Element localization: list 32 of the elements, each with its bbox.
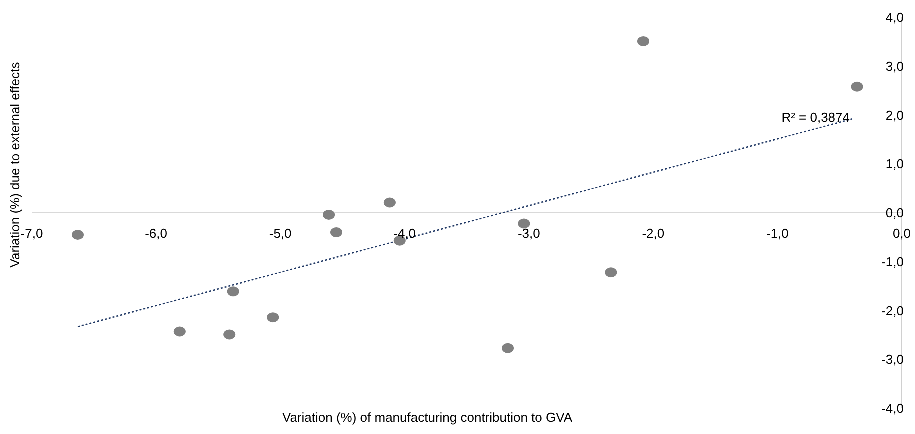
y-tick-label: 1,0 xyxy=(886,156,904,172)
point xyxy=(224,330,236,340)
point xyxy=(384,198,396,208)
point xyxy=(637,36,650,46)
x-tick-label: -3,0 xyxy=(518,226,540,241)
y-tick-label: -1,0 xyxy=(882,254,904,270)
y-tick-label: 3,0 xyxy=(886,58,904,74)
y-tick-label: 0,0 xyxy=(886,206,904,220)
point xyxy=(174,326,186,337)
x-tick-label: -7,0 xyxy=(20,226,44,241)
point xyxy=(323,210,336,220)
annotation: R² = 0,3874 xyxy=(782,110,850,125)
point xyxy=(72,230,84,240)
y-tick-label: 4,0 xyxy=(886,10,904,25)
x-tick-label: -6,0 xyxy=(145,226,168,241)
point xyxy=(330,228,342,238)
point xyxy=(518,218,530,229)
y-tick-label: -4,0 xyxy=(882,401,904,416)
x-tick-label: -5,0 xyxy=(269,226,292,241)
y-tick-label: 2,0 xyxy=(886,108,904,123)
point xyxy=(502,343,514,354)
point xyxy=(851,82,864,92)
x-tick-label: -4,0 xyxy=(394,226,416,241)
point xyxy=(267,312,280,323)
x-tick-label: -2,0 xyxy=(642,226,665,241)
point xyxy=(605,268,618,278)
y-tick-label: -3,0 xyxy=(882,352,904,368)
x-tick-label: -1,0 xyxy=(766,226,789,241)
point xyxy=(227,286,240,297)
y-axis-title: Variation (%) due to external effects xyxy=(8,62,22,268)
x-axis-title: Variation (%) of manufacturing contribution to GVA xyxy=(282,410,572,425)
y-tick-label: -2,0 xyxy=(882,303,904,318)
